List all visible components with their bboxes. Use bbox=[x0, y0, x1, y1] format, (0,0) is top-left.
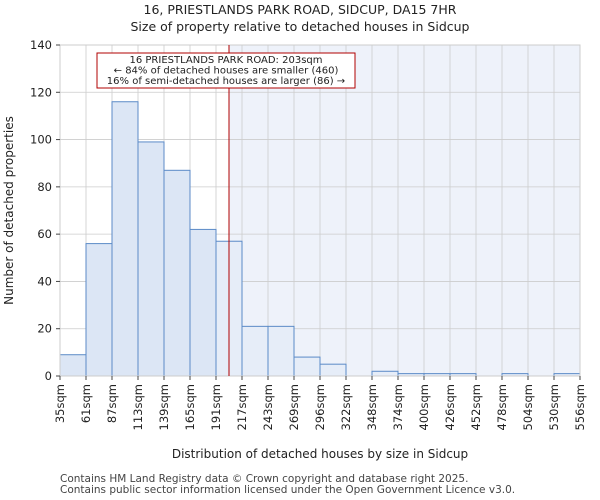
y-tick-label-80: 80 bbox=[37, 180, 52, 194]
x-tick-label-296sqm: 296sqm bbox=[313, 384, 327, 430]
y-tick-label-140: 140 bbox=[30, 38, 52, 52]
x-axis-label: Distribution of detached houses by size … bbox=[172, 447, 468, 461]
x-tick-label-113sqm: 113sqm bbox=[131, 384, 145, 430]
x-tick-label-217sqm: 217sqm bbox=[235, 384, 249, 430]
bar-113sqm bbox=[137, 141, 165, 377]
chart-title-line-2: Size of property relative to detached ho… bbox=[131, 19, 470, 34]
y-tick-label-0: 0 bbox=[45, 369, 52, 383]
x-tick-label-452sqm: 452sqm bbox=[469, 384, 483, 430]
y-tick-label-120: 120 bbox=[30, 85, 52, 99]
footer-attribution-2: Contains public sector information licen… bbox=[60, 484, 516, 496]
x-tick-label-322sqm: 322sqm bbox=[339, 384, 353, 430]
x-tick-label-165sqm: 165sqm bbox=[183, 384, 197, 430]
bar-348sqm bbox=[371, 370, 399, 377]
y-axis-ticks: 0 20 40 60 80 100 120 140 bbox=[30, 38, 60, 383]
x-tick-label-243sqm: 243sqm bbox=[261, 384, 275, 430]
annotation-line-3: 16% of semi-detached houses are larger (… bbox=[107, 76, 345, 87]
x-tick-label-478sqm: 478sqm bbox=[495, 384, 509, 430]
bar-243sqm bbox=[267, 325, 295, 377]
x-tick-label-35sqm: 35sqm bbox=[53, 384, 67, 423]
annotation-line-1: 16 PRIESTLANDS PARK ROAD: 203sqm bbox=[130, 55, 323, 66]
y-tick-label-40: 40 bbox=[37, 274, 52, 288]
bar-61sqm bbox=[85, 243, 113, 377]
footer-attribution-1: Contains HM Land Registry data © Crown c… bbox=[60, 473, 469, 485]
bar-165sqm bbox=[189, 228, 217, 377]
x-axis-ticks: 35sqm 61sqm 87sqm 113sqm 139sqm 165sqm 191sqm 2… bbox=[53, 376, 587, 430]
y-tick-label-60: 60 bbox=[37, 227, 52, 241]
x-tick-label-191sqm: 191sqm bbox=[209, 384, 223, 430]
x-tick-label-269sqm: 269sqm bbox=[287, 384, 301, 430]
x-tick-label-348sqm: 348sqm bbox=[365, 384, 379, 430]
x-tick-label-87sqm: 87sqm bbox=[105, 384, 119, 423]
larger-region-shade bbox=[229, 45, 580, 376]
x-tick-label-530sqm: 530sqm bbox=[547, 384, 561, 430]
y-tick-label-100: 100 bbox=[30, 133, 52, 147]
chart-title-line-1: 16, PRIESTLANDS PARK ROAD, SIDCUP, DA15 … bbox=[144, 2, 457, 17]
x-tick-label-374sqm: 374sqm bbox=[391, 384, 405, 430]
bar-87sqm bbox=[111, 101, 139, 377]
y-axis-label: Number of detached properties bbox=[2, 116, 16, 305]
bar-139sqm bbox=[163, 169, 191, 377]
annotation-line-2: ← 84% of detached houses are smaller (46… bbox=[114, 66, 339, 77]
y-tick-label-20: 20 bbox=[37, 322, 52, 336]
bar-35sqm bbox=[59, 354, 87, 377]
annotation-box bbox=[96, 52, 356, 89]
x-tick-label-556sqm: 556sqm bbox=[573, 384, 587, 430]
x-tick-label-426sqm: 426sqm bbox=[443, 384, 457, 430]
bars bbox=[59, 101, 581, 377]
x-tick-label-139sqm: 139sqm bbox=[157, 384, 171, 430]
bar-217sqm bbox=[241, 325, 269, 377]
x-tick-label-61sqm: 61sqm bbox=[79, 384, 93, 423]
bar-269sqm bbox=[293, 356, 321, 377]
bar-296sqm bbox=[319, 363, 347, 377]
x-tick-label-504sqm: 504sqm bbox=[521, 384, 535, 430]
x-tick-label-400sqm: 400sqm bbox=[417, 384, 431, 430]
